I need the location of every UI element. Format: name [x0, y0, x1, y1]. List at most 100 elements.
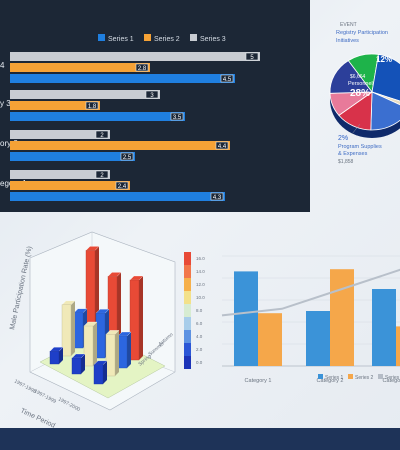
- data-label: 2.4: [118, 184, 127, 190]
- colorbar-segment: [184, 330, 191, 343]
- legend-label-1: Series 1: [325, 375, 344, 381]
- colorbar-tick: 0.0: [196, 360, 203, 365]
- leader-line: [351, 123, 361, 135]
- bar3d-side: [81, 354, 85, 374]
- legend-label-2: Series 2: [154, 36, 180, 43]
- colorbar-segment: [184, 265, 191, 278]
- vbar-series-2: [396, 326, 400, 366]
- pie-annotation: $1,858: [338, 159, 354, 165]
- colorbar-tick: 10.0: [196, 295, 205, 300]
- bar3d-front: [73, 312, 84, 349]
- category-tick-label: Category 2: [317, 378, 344, 384]
- hbar-series-2: [10, 141, 230, 150]
- hbar-series-1: [10, 192, 225, 201]
- data-label: 4.3: [213, 195, 222, 201]
- data-label-box: [95, 130, 109, 139]
- bar3d-side: [127, 332, 131, 368]
- colorbar-tick: 4.0: [196, 334, 203, 339]
- bar3d-front: [95, 313, 106, 359]
- data-label: 2: [100, 173, 104, 179]
- pie-annotation: Registry Participation: [336, 30, 388, 36]
- data-label-box: [245, 52, 259, 61]
- pie-slice-label: 12%: [376, 55, 392, 64]
- data-label-box: [120, 152, 134, 161]
- bar3d-side: [71, 300, 75, 356]
- bar3d-front: [49, 351, 60, 365]
- legend-label-3: Series 3: [200, 36, 226, 43]
- vbar-series-1: [372, 289, 396, 366]
- colorbar-segment: [184, 304, 191, 317]
- legend-swatch-2: [144, 34, 151, 41]
- data-label: 2.8: [138, 66, 147, 72]
- bar3d-front: [117, 335, 128, 369]
- colorbar-tick: 12.0: [196, 282, 205, 287]
- colorbar-segment: [184, 252, 191, 265]
- hbar-series-2: [10, 63, 150, 72]
- data-label-box: [85, 101, 99, 110]
- hbar-series-1: [10, 74, 235, 83]
- colorbar-segment: [184, 356, 191, 369]
- legend-label-2: Series 2: [355, 375, 374, 381]
- data-label: 2: [100, 133, 104, 139]
- legend-swatch-1: [98, 34, 105, 41]
- vbar-series-1: [306, 311, 330, 366]
- data-label-box: [170, 112, 184, 121]
- tick-label: 1997-2000: [57, 396, 81, 413]
- legend-swatch-1: [318, 374, 323, 379]
- data-label-box: [135, 63, 149, 72]
- hbar-series-3: [10, 52, 260, 61]
- hbar-series-3: [10, 130, 110, 139]
- hbar-series-2: [10, 101, 100, 110]
- bar3d-front: [61, 304, 72, 357]
- colorbar-tick: 6.0: [196, 321, 203, 326]
- colorbar-tick: 16.0: [196, 256, 205, 261]
- pie-chart: EVENT Registry Participation Initiatives 12…: [329, 22, 400, 165]
- legend-swatch-3: [378, 374, 383, 379]
- pie-slice-2: [371, 53, 400, 102]
- data-label: 4.4: [218, 144, 227, 150]
- category-tick-label: y 3: [0, 99, 11, 108]
- pie-slice-7: [329, 60, 373, 94]
- colorbar-segment: [184, 317, 191, 330]
- bar3d-side: [59, 347, 63, 364]
- pie-slice-label: 2%: [338, 135, 348, 142]
- vbar-series-2: [258, 313, 282, 366]
- pie-slice-label: 28%: [350, 88, 370, 99]
- bar3d-side: [93, 322, 97, 366]
- legend-swatch-3: [190, 34, 197, 41]
- axis-title: Time Period: [19, 407, 56, 429]
- bar3d-front: [71, 357, 82, 375]
- pie-annotation: EVENT: [340, 22, 357, 28]
- tick-label: 1997-1999: [33, 388, 57, 405]
- horizontal-bar-chart: Series 1 Series 2 Series 3 4 5 2.8 4.5 y 3 3 1.8 3…: [0, 34, 260, 201]
- pie-annotation: Personnel: [348, 81, 373, 87]
- data-label-box: [215, 141, 229, 150]
- colorbar-tick: 14.0: [196, 269, 205, 274]
- data-label: 3.5: [173, 115, 182, 121]
- 3d-bar-chart: Male Participation Rate (%)Time Period19…: [9, 231, 205, 430]
- pie-annotation: Program Supplies: [338, 144, 382, 150]
- bar3d-side: [115, 330, 119, 376]
- data-label: 1.8: [88, 104, 97, 110]
- colorbar-tick: 2.0: [196, 347, 203, 352]
- hbar-series-1: [10, 152, 135, 161]
- data-label-box: [145, 90, 159, 99]
- data-label-box: [95, 170, 109, 179]
- bar3d-front: [129, 279, 140, 361]
- legend-label-1: Series 1: [108, 36, 134, 43]
- hbar-series-3: [10, 170, 110, 179]
- bar3d-side: [103, 360, 107, 384]
- trend-line: [221, 268, 400, 317]
- hbar-series-3: [10, 90, 160, 99]
- pie-annotation: Initiatives: [336, 38, 359, 44]
- screen-bezel: [0, 428, 400, 450]
- data-label-box: [115, 181, 129, 190]
- data-label-box: [220, 74, 234, 83]
- bar3d-front: [83, 325, 94, 367]
- colorbar-tick: 8.0: [196, 308, 203, 313]
- vbar-series-2: [330, 269, 354, 366]
- category-tick-label: 4: [0, 61, 5, 70]
- pie-annotation: & Expenses: [338, 151, 368, 157]
- category-tick-label: Category 3: [383, 378, 400, 384]
